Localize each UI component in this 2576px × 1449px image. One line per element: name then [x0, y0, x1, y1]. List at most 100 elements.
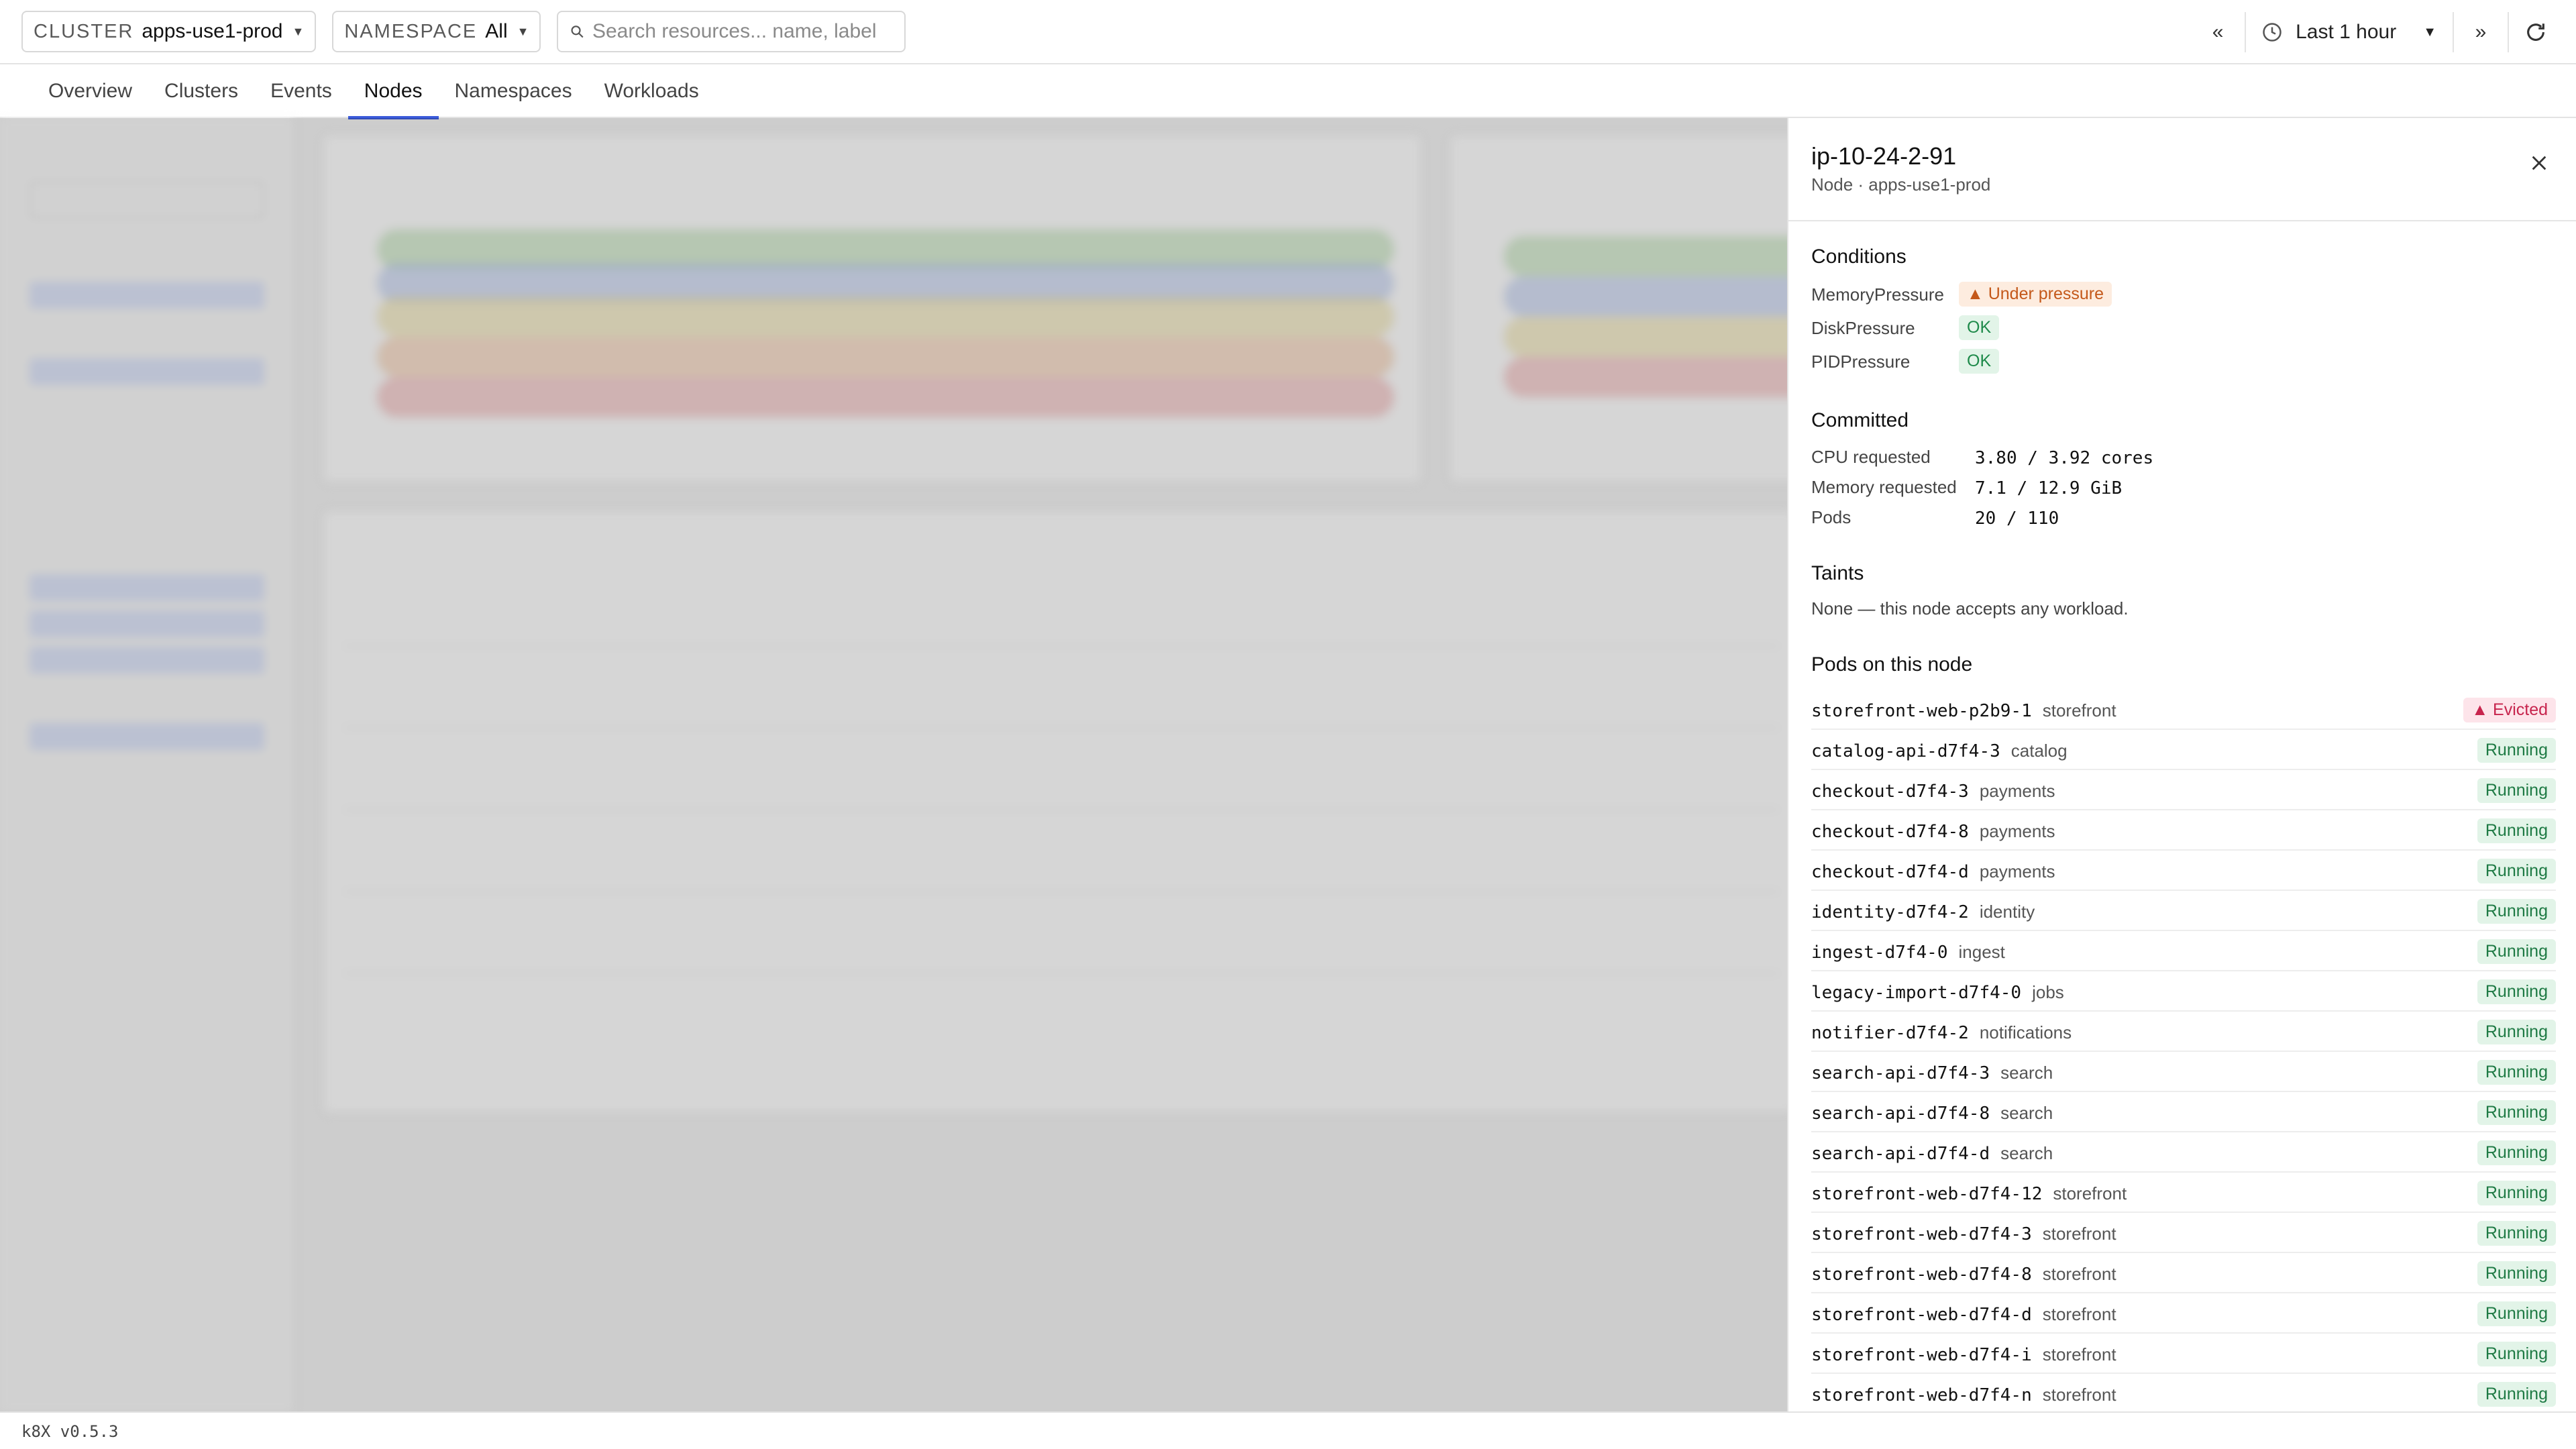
pod-row[interactable]: search-api-d7f4-8 search Running	[1811, 1092, 2556, 1132]
committed-label: Pods	[1811, 507, 1851, 527]
warning-triangle-icon: ▲	[2471, 700, 2493, 719]
divider	[2245, 12, 2247, 52]
filter-item	[30, 574, 264, 601]
time-range-picker[interactable]: Last 1 hour ▼	[2254, 21, 2445, 44]
pod-name-text: storefront-web-d7f4-n	[1811, 1385, 2032, 1405]
chevron-down-icon: ▼	[2423, 24, 2436, 40]
time-forward-button[interactable]: »	[2475, 21, 2487, 43]
pod-status-badge: Running	[2477, 1060, 2556, 1085]
clock-icon	[2263, 23, 2282, 42]
pod-row[interactable]: storefront-web-p2b9-1 storefront ▲ Evicted	[1811, 690, 2556, 730]
taints-heading: Taints	[1811, 562, 1864, 584]
refresh-icon	[2527, 23, 2544, 41]
tab-namespaces[interactable]: Namespaces	[454, 80, 572, 102]
pod-status-text: Running	[2485, 861, 2548, 880]
taints-note: None — this node accepts any workload.	[1811, 598, 2129, 619]
resource-search[interactable]	[557, 11, 906, 52]
committed-label: CPU requested	[1811, 447, 1931, 467]
pod-status-text: Running	[2485, 1022, 2548, 1041]
pod-row[interactable]: search-api-d7f4-3 search Running	[1811, 1052, 2556, 1092]
pod-name: storefront-web-d7f4-i storefront	[1811, 1344, 2116, 1365]
pod-row[interactable]: storefront-web-d7f4-3 storefront Running	[1811, 1213, 2556, 1253]
pod-status-text: Running	[2485, 902, 2548, 920]
pod-row[interactable]: catalog-api-d7f4-3 catalog Running	[1811, 730, 2556, 770]
search-icon	[571, 25, 584, 38]
pod-row[interactable]: checkout-d7f4-d payments Running	[1811, 851, 2556, 891]
pod-row[interactable]: checkout-d7f4-3 payments Running	[1811, 770, 2556, 810]
table-row	[343, 973, 1779, 1055]
pod-name: storefront-web-d7f4-8 storefront	[1811, 1264, 2116, 1285]
chart-band	[377, 297, 1394, 337]
table-row	[343, 891, 1779, 973]
pod-name-text: storefront-web-d7f4-8	[1811, 1265, 2032, 1285]
pod-namespace: catalog	[2010, 741, 2068, 761]
close-button[interactable]	[2524, 148, 2555, 178]
pod-row[interactable]: storefront-web-d7f4-n storefront Running	[1811, 1374, 2556, 1411]
pod-name-text: identity-d7f4-2	[1811, 902, 1969, 922]
pod-name-text: storefront-web-d7f4-12	[1811, 1184, 2043, 1204]
pod-name-text: legacy-import-d7f4-0	[1811, 983, 2022, 1003]
pod-status-text: Running	[2485, 982, 2548, 1001]
pod-row[interactable]: identity-d7f4-2 identity Running	[1811, 891, 2556, 931]
pod-status-text: Running	[2485, 942, 2548, 961]
pod-name-text: search-api-d7f4-8	[1811, 1104, 1990, 1124]
namespace-picker[interactable]: NAMESPACE All ▼	[332, 11, 541, 52]
drawer-title: ip-10-24-2-91	[1811, 142, 1957, 170]
pod-status-badge: Running	[2477, 1382, 2556, 1407]
tab-events[interactable]: Events	[270, 80, 332, 102]
pod-row[interactable]: notifier-d7f4-2 notifications Running	[1811, 1012, 2556, 1052]
refresh-button[interactable]	[2517, 12, 2555, 52]
divider	[2508, 12, 2509, 52]
pod-namespace: storefront	[2042, 1385, 2116, 1405]
table-row	[343, 727, 1779, 809]
pod-status-text: Running	[2485, 781, 2548, 800]
filter-item	[30, 358, 264, 385]
pod-name-text: storefront-web-d7f4-i	[1811, 1345, 2032, 1365]
filter-item	[30, 723, 264, 750]
pod-status-badge: Running	[2477, 1342, 2556, 1366]
pod-status-text: Running	[2485, 821, 2548, 840]
pod-namespace: storefront	[2042, 1224, 2116, 1244]
chevron-down-icon: ▼	[292, 24, 305, 38]
pod-row[interactable]: search-api-d7f4-d search Running	[1811, 1132, 2556, 1173]
pods-heading: Pods on this node	[1811, 653, 1973, 676]
pod-namespace: ingest	[1958, 942, 2005, 962]
condition-status-text: Under pressure	[1988, 284, 2104, 303]
pod-row[interactable]: storefront-web-d7f4-d storefront Running	[1811, 1293, 2556, 1334]
pod-name: storefront-web-d7f4-d storefront	[1811, 1304, 2116, 1325]
pod-name-text: checkout-d7f4-d	[1811, 862, 1969, 882]
pod-status-badge: Running	[2477, 1221, 2556, 1246]
condition-status-badge: OK	[1959, 315, 2000, 340]
time-controls: « Last 1 hour ▼ »	[2199, 0, 2555, 64]
pod-namespace: payments	[1979, 861, 2055, 881]
tab-overview[interactable]: Overview	[48, 80, 133, 102]
pod-status-text: Running	[2485, 1063, 2548, 1081]
pod-name-text: checkout-d7f4-3	[1811, 782, 1969, 802]
pod-row[interactable]: checkout-d7f4-8 payments Running	[1811, 810, 2556, 851]
pod-namespace: storefront	[2042, 700, 2116, 720]
cluster-picker-label: CLUSTER	[34, 20, 134, 42]
pod-status-text: Running	[2485, 1183, 2548, 1202]
pod-row[interactable]: storefront-web-d7f4-i storefront Running	[1811, 1334, 2556, 1374]
tab-workloads[interactable]: Workloads	[604, 80, 699, 102]
pod-row[interactable]: storefront-web-d7f4-8 storefront Running	[1811, 1253, 2556, 1293]
chart-band	[377, 337, 1394, 377]
search-input[interactable]	[592, 20, 893, 43]
pod-name-text: search-api-d7f4-3	[1811, 1063, 1990, 1083]
time-range-value: Last 1 hour	[2296, 21, 2397, 43]
cluster-picker-value: apps-use1-prod	[142, 20, 283, 42]
pod-name: identity-d7f4-2 identity	[1811, 902, 2035, 922]
pod-status-text: Running	[2485, 1143, 2548, 1162]
pod-row[interactable]: storefront-web-d7f4-12 storefront Running	[1811, 1173, 2556, 1213]
cluster-picker[interactable]: CLUSTER apps-use1-prod ▼	[21, 11, 317, 52]
pod-status-text: Running	[2485, 1224, 2548, 1242]
tab-clusters[interactable]: Clusters	[164, 80, 239, 102]
time-back-button[interactable]: «	[2212, 21, 2224, 43]
pod-status-badge: Running	[2477, 979, 2556, 1004]
pod-namespace: payments	[1979, 821, 2055, 841]
pod-namespace: storefront	[2042, 1344, 2116, 1364]
pod-row[interactable]: ingest-d7f4-0 ingest Running	[1811, 931, 2556, 971]
tab-nodes[interactable]: Nodes	[347, 64, 439, 119]
nodes-table-card	[322, 510, 1798, 1114]
pod-row[interactable]: legacy-import-d7f4-0 jobs Running	[1811, 971, 2556, 1012]
